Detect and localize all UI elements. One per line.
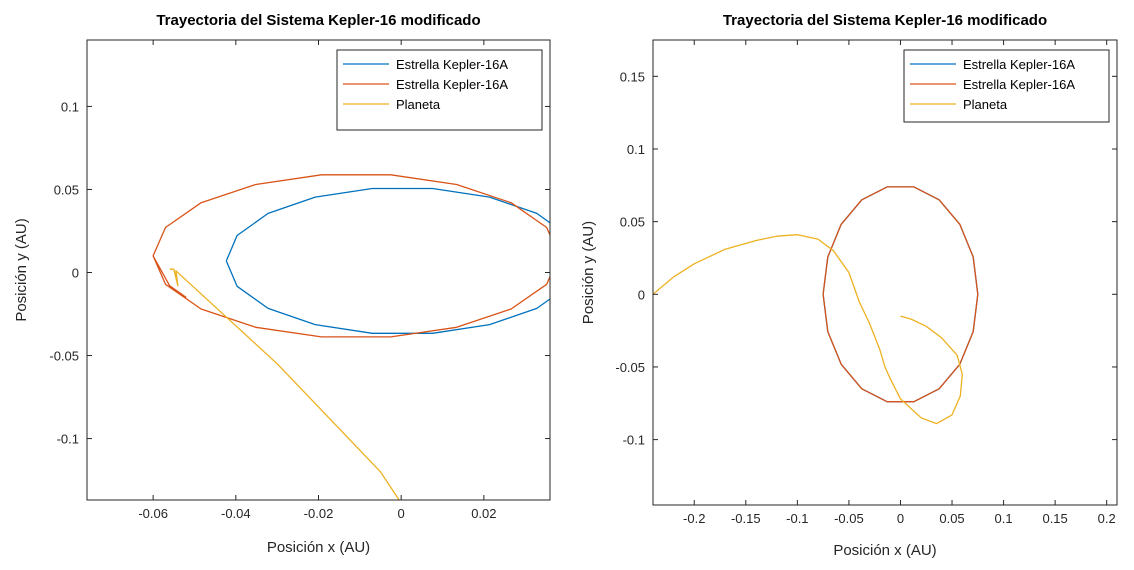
series-line-1	[152, 174, 550, 338]
x-tick-label: 0	[897, 511, 904, 526]
x-tick-label: 0	[398, 506, 405, 521]
x-axis-label: Posición x (AU)	[267, 539, 370, 556]
series-line-2	[169, 268, 400, 500]
x-tick-label: -0.15	[731, 511, 761, 526]
x-tick-label: -0.02	[304, 506, 334, 521]
y-tick-label: -0.1	[57, 432, 79, 447]
legend-box	[903, 49, 1110, 123]
legend-box	[336, 49, 543, 131]
y-tick-label: 0	[638, 287, 645, 302]
legend-label-1: Estrella Kepler-16A	[963, 77, 1075, 92]
legend-label-0: Estrella Kepler-16A	[396, 57, 508, 72]
y-tick-label: -0.05	[615, 360, 645, 375]
y-tick-label: 0.1	[627, 142, 645, 157]
x-tick-label: 0.05	[939, 511, 964, 526]
legend-label-2: Planeta	[396, 97, 441, 112]
x-tick-label: -0.06	[138, 506, 168, 521]
x-tick-label: -0.05	[834, 511, 864, 526]
chart-title: Trayectoria del Sistema Kepler-16 modifi…	[723, 12, 1047, 29]
chart-title: Trayectoria del Sistema Kepler-16 modifi…	[156, 12, 480, 29]
y-axis-label: Posición y (AU)	[580, 221, 597, 324]
legend: Estrella Kepler-16A Estrella Kepler-16A Pl…	[336, 49, 543, 131]
x-tick-label: -0.2	[683, 511, 705, 526]
y-tick-label: 0.15	[620, 69, 645, 84]
y-tick-label: 0	[72, 265, 79, 280]
series-line-0	[225, 187, 550, 334]
x-tick-label: 0.15	[1042, 511, 1067, 526]
series-line-2	[653, 234, 963, 425]
legend-label-1: Estrella Kepler-16A	[396, 77, 508, 92]
y-tick-label: -0.05	[49, 349, 79, 364]
x-tick-label: -0.1	[786, 511, 808, 526]
legend: Estrella Kepler-16A Estrella Kepler-16A Pl…	[903, 49, 1110, 123]
y-tick-label: 0.05	[620, 215, 645, 230]
y-tick-label: 0.05	[54, 182, 79, 197]
y-tick-label: -0.1	[623, 433, 645, 448]
x-tick-label: 0.2	[1098, 511, 1116, 526]
y-axis-label: Posición y (AU)	[13, 218, 30, 321]
x-tick-label: -0.04	[221, 506, 251, 521]
plot-area	[152, 174, 550, 500]
x-tick-label: 0.1	[995, 511, 1013, 526]
chart-left: Trayectoria del Sistema Kepler-16 modifi…	[13, 12, 551, 556]
plot-area	[653, 186, 979, 425]
chart-right: Trayectoria del Sistema Kepler-16 modifi…	[580, 12, 1118, 559]
legend-label-0: Estrella Kepler-16A	[963, 57, 1075, 72]
axes-box	[652, 39, 1118, 506]
x-tick-label: 0.02	[471, 506, 496, 521]
series-line-1	[822, 186, 979, 403]
x-axis-label: Posición x (AU)	[833, 542, 936, 559]
legend-label-2: Planeta	[963, 97, 1008, 112]
y-tick-label: 0.1	[61, 99, 79, 114]
